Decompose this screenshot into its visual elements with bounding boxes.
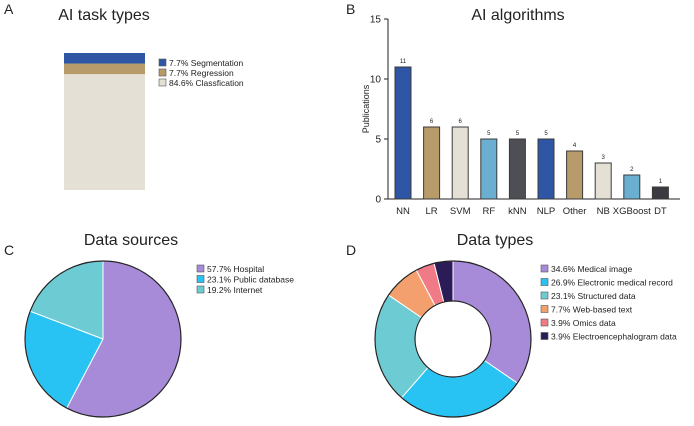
legend-swatch-regression [158, 68, 167, 77]
bar-value-label-nn: 11 [400, 59, 407, 65]
legend-label-regression: 7.7% Regression [169, 68, 234, 78]
legend-swatch-internet [196, 285, 205, 294]
x-tick-label-nn: NN [396, 206, 410, 217]
title-task-types: AI task types [58, 7, 150, 24]
panel-letter-c: C [4, 242, 14, 258]
bar-knn [508, 138, 526, 200]
x-tick-label-lr: LR [426, 206, 438, 217]
bar-nn [394, 66, 412, 200]
legend-label-segmentation: 7.7% Segmentation [169, 58, 243, 68]
bar-rf [480, 138, 498, 200]
bar-nlp [537, 138, 555, 200]
x-tick-label-svm: SVM [450, 206, 471, 217]
x-tick-label-xgboost: XGBoost [613, 206, 651, 217]
legend-swatch-electroencephalogram-data [540, 332, 549, 340]
bar-value-label-svm: 6 [459, 119, 463, 125]
panel-letter-b: B [346, 1, 355, 17]
legend-label-medical-image: 34.6% Medical image [551, 264, 633, 274]
y-tick-label: 5 [375, 135, 381, 146]
bar-nb [594, 162, 612, 200]
legend-swatch-segmentation [158, 58, 167, 67]
legend-label-public-database: 23.1% Public database [207, 275, 294, 285]
y-axis-label: Publications [361, 84, 371, 133]
title-data-types: Data types [457, 232, 533, 249]
segment-segmentation [64, 53, 145, 64]
legend-label-classfication: 84.6% Classfication [169, 78, 244, 88]
x-tick-label-dt: DT [654, 206, 667, 217]
x-tick-label-other: Other [563, 206, 587, 217]
bar-value-label-rf: 5 [487, 131, 491, 137]
bar-value-label-knn: 5 [516, 131, 520, 137]
donut-hole [414, 300, 492, 378]
segment-classfication [64, 74, 145, 190]
bar-dt [651, 186, 669, 200]
panel-b-bar-chart: 0 5 10 15 Publications 11 NN 6 LR 6 SVM 5 RF 5 kNN 5 NLP… [361, 15, 680, 217]
legend-swatch-public-database [196, 275, 205, 283]
panel-letter-d: D [346, 242, 356, 258]
bar-value-label-lr: 6 [430, 119, 434, 125]
panel-letter-a: A [4, 1, 14, 17]
x-tick-label-nb: NB [597, 206, 610, 217]
legend-swatch-omics-data [540, 318, 549, 327]
legend-label-structured-data: 23.1% Structured data [551, 291, 636, 301]
x-tick-label-rf: RF [482, 206, 495, 217]
bar-svm [451, 126, 469, 200]
bar-xgboost [623, 174, 641, 200]
legend-swatch-hospital [196, 264, 205, 273]
legend-swatch-medical-image [540, 264, 549, 273]
y-tick-label: 0 [375, 195, 381, 206]
y-tick-label: 15 [370, 15, 382, 26]
legend-label-electroencephalogram-data: 3.9% Electroencephalogram data [551, 332, 677, 342]
bar-value-label-xgboost: 2 [630, 167, 634, 173]
y-tick-label: 10 [370, 75, 382, 86]
legend-label-web-based-text: 7.7% Web-based text [551, 305, 633, 315]
legend-label-hospital: 57.7% Hospital [207, 264, 264, 274]
legend-label-internet: 19.2% Internet [207, 285, 263, 295]
pie-outline [24, 260, 182, 418]
bar-value-label-dt: 1 [659, 179, 663, 185]
segment-regression [64, 63, 145, 75]
bar-value-label-other: 4 [573, 143, 577, 149]
legend-swatch-classfication [158, 78, 167, 87]
legend-label-electronic-medical-record: 26.9% Electronic medical record [551, 278, 673, 288]
pie-outline [374, 260, 532, 418]
legend-swatch-electronic-medical-record [540, 278, 549, 286]
bar-other [566, 150, 584, 200]
x-tick-label-nlp: NLP [537, 206, 555, 217]
legend-swatch-structured-data [540, 291, 549, 300]
panel-d-donut-chart: 34.6% Medical image 26.9% Electronic medi… [374, 260, 677, 418]
title-data-sources: Data sources [84, 232, 178, 249]
legend-swatch-web-based-text [540, 305, 549, 313]
bar-value-label-nb: 3 [602, 155, 606, 161]
legend-label-omics-data: 3.9% Omics data [551, 318, 616, 328]
bar-value-label-nlp: 5 [544, 131, 548, 137]
bar-lr [423, 126, 441, 200]
x-tick-label-knn: kNN [508, 206, 527, 217]
title-algorithms: AI algorithms [471, 7, 564, 24]
